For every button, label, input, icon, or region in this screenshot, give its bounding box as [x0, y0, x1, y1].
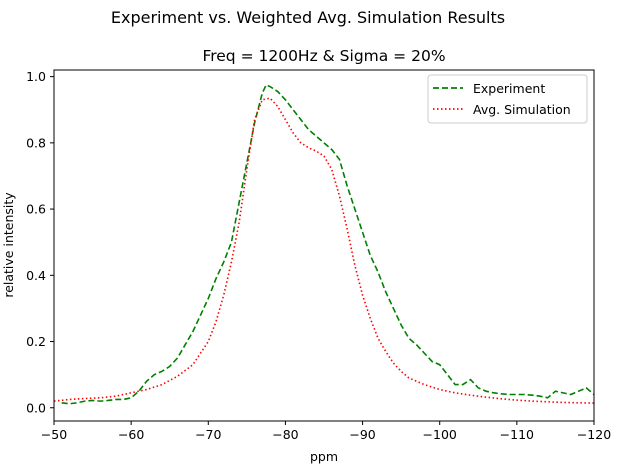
series-line-experiment — [61, 83, 595, 405]
legend-label-experiment: Experiment — [473, 81, 545, 96]
y-tick-label: 0.6 — [26, 202, 46, 217]
legend-label-avg-simulation: Avg. Simulation — [473, 102, 571, 117]
chart-suptitle: Experiment vs. Weighted Avg. Simulation … — [111, 8, 505, 27]
x-tick-label: −110 — [500, 427, 534, 442]
legend: Experiment Avg. Simulation — [427, 74, 588, 124]
y-tick-label: 0.8 — [26, 135, 46, 150]
x-tick-label: −60 — [118, 427, 144, 442]
x-tick-label: −120 — [577, 427, 611, 442]
y-tick-label: 0.0 — [26, 400, 46, 415]
y-axis-ticks: 0.0 0.2 0.4 0.6 0.8 1.0 — [26, 69, 54, 415]
x-tick-label: −100 — [423, 427, 457, 442]
x-tick-label: −80 — [272, 427, 298, 442]
y-axis-label: relative intensity — [1, 192, 16, 298]
y-tick-label: 1.0 — [26, 69, 46, 84]
legend-box — [427, 74, 588, 124]
x-tick-label: −70 — [195, 427, 221, 442]
chart-title: Freq = 1200Hz & Sigma = 20% — [202, 47, 445, 65]
plot-frame — [53, 69, 595, 422]
x-axis-label: ppm — [310, 449, 338, 464]
x-tick-label: −50 — [41, 427, 67, 442]
y-tick-label: 0.2 — [26, 334, 46, 349]
x-tick-label: −90 — [349, 427, 375, 442]
plot-lines — [53, 83, 595, 405]
y-tick-label: 0.4 — [26, 268, 46, 283]
x-axis-ticks: −50 −60 −70 −80 −90 −100 −110 −120 — [41, 421, 611, 442]
